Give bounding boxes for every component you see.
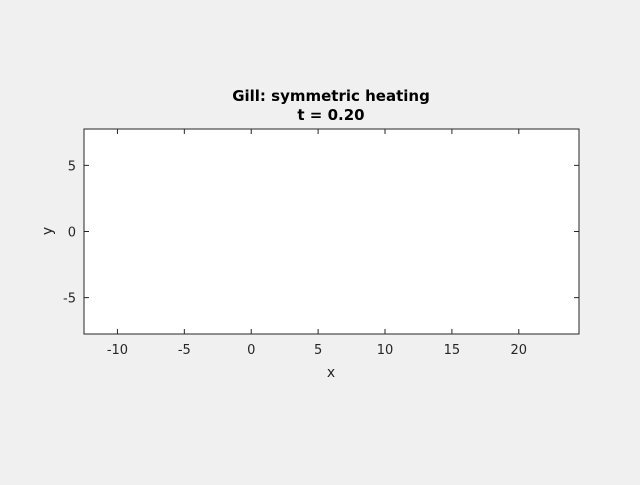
- x-axis-ticks: -10 -5 0 5 10 15 20: [107, 129, 527, 358]
- chart-title-line-1: Gill: symmetric heating: [232, 87, 430, 105]
- y-axis-label: y: [40, 227, 56, 235]
- plot-area: [83, 128, 580, 335]
- x-tick-label: 0: [247, 343, 255, 358]
- x-tick-label: -5: [178, 343, 191, 358]
- x-tick-label: 10: [377, 343, 394, 358]
- chart-title-line-2: t = 0.20: [297, 106, 364, 124]
- y-axis-ticks: -5 0 5: [63, 159, 579, 307]
- y-tick-label: 0: [68, 226, 76, 241]
- y-tick-label: -5: [63, 292, 76, 307]
- y-tick-label: 5: [68, 159, 76, 174]
- x-tick-label: 5: [314, 343, 322, 358]
- x-tick-label: 20: [511, 343, 528, 358]
- x-tick-label: -10: [107, 343, 128, 358]
- x-tick-label: 15: [444, 343, 461, 358]
- x-axis-label: x: [327, 365, 335, 381]
